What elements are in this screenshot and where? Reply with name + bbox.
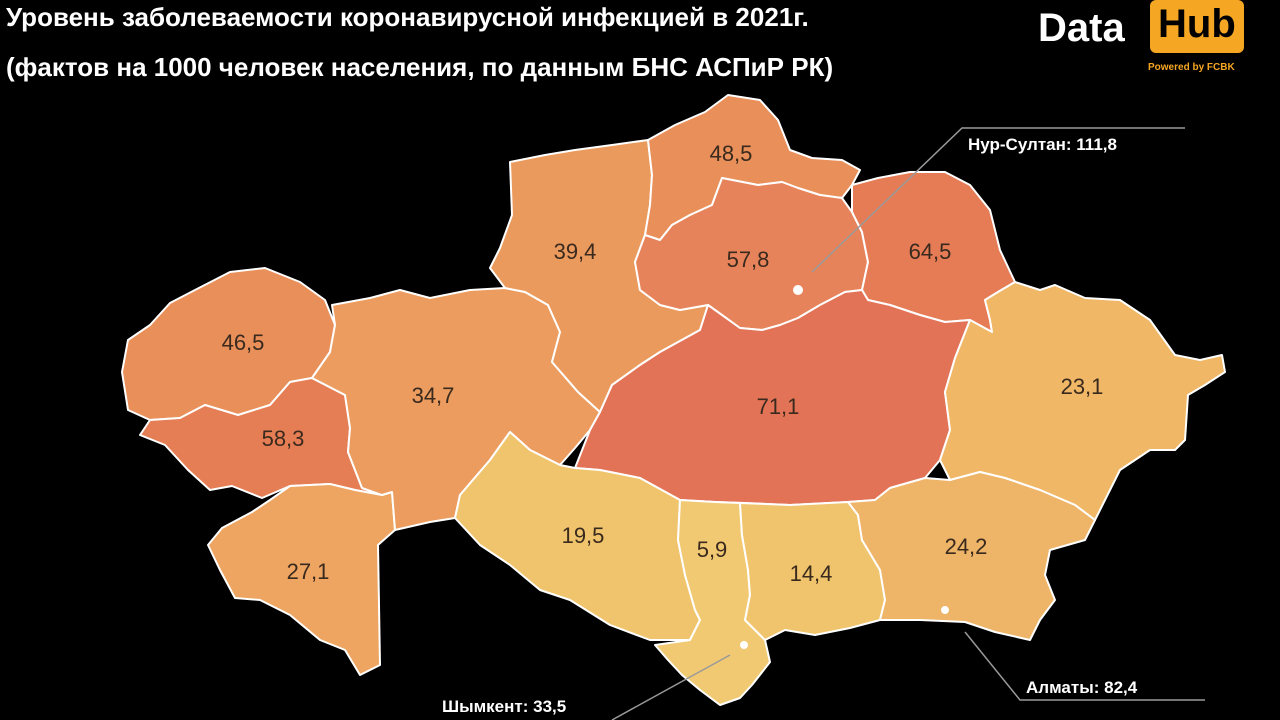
almaty-city-marker [939,604,951,616]
region-value-mangystau: 27,1 [287,559,330,584]
region-value-north-kazakhstan: 48,5 [710,141,753,166]
region-value-karaganda: 71,1 [757,394,800,419]
almaty-callout: Алматы: 82,4 [1026,678,1138,697]
logo-tagline: Powered by FCBK [1148,62,1235,73]
region-aktobe[interactable] [311,287,601,531]
region-value-aktobe: 34,7 [412,383,455,408]
logo-word-hub: Hub [1150,0,1244,53]
title-line-1: Уровень заболеваемости коронавирусной ин… [6,2,809,32]
region-value-west-kazakhstan: 46,5 [222,330,265,355]
region-value-almaty-region: 24,2 [945,534,988,559]
nur-sultan-callout: Нур-Султан: 111,8 [968,135,1117,154]
region-east-kazakhstan[interactable] [939,281,1226,521]
shymkent-leader-line [611,654,731,720]
region-value-akmola: 57,8 [727,247,770,272]
nur-sultan-city-marker [791,283,805,297]
region-value-atyrau: 58,3 [262,426,305,451]
shymkent-city-marker [738,639,750,651]
region-value-kyzylorda: 19,5 [562,523,605,548]
region-value-east-kazakhstan: 23,1 [1061,374,1104,399]
region-value-kostanay: 39,4 [554,239,597,264]
nur-sultan-leader-line [811,127,1185,273]
title-line-2: (фактов на 1000 человек населения, по да… [6,52,834,82]
region-almaty-region[interactable] [847,471,1096,641]
logo-word-data: Data [1038,6,1125,50]
almaty-leader-line [964,631,1205,701]
region-value-pavlodar: 64,5 [909,239,952,264]
shymkent-callout: Шымкент: 33,5 [442,697,567,716]
region-value-zhambyl: 14,4 [790,561,833,586]
region-value-turkestan: 5,9 [697,537,728,562]
datahub-logo: Data Hub Powered by FCBK [1038,0,1258,80]
